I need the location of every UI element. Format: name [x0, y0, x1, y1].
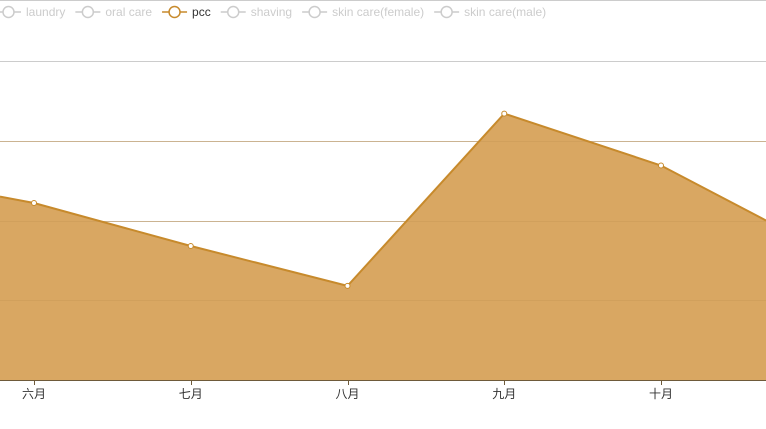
legend-label: laundry — [26, 5, 65, 19]
data-point[interactable] — [31, 199, 37, 206]
legend-circle-marker — [81, 5, 95, 19]
x-tick-label: 八月 — [335, 387, 359, 401]
legend-label: skin care(female) — [332, 5, 424, 19]
x-axis: 六月 七月 八月 九月 十月 — [0, 380, 766, 401]
legend-circle-marker — [308, 5, 321, 19]
legend-label: shaving — [251, 5, 292, 19]
legend-item[interactable]: oral care — [75, 5, 152, 19]
legend-circle-marker — [2, 5, 15, 19]
x-tick-label: 九月 — [492, 387, 516, 401]
data-point[interactable] — [501, 110, 508, 117]
legend-item[interactable]: laundry — [0, 5, 65, 19]
legend-item[interactable]: pcc — [162, 5, 211, 19]
data-point[interactable] — [187, 243, 194, 250]
legend-circle-marker — [440, 5, 453, 19]
legend-item[interactable]: skin care(female) — [302, 5, 424, 19]
legend-circle-marker — [226, 5, 240, 19]
series-area-layer — [0, 110, 766, 380]
x-tick-label: 十月 — [649, 387, 673, 401]
legend-label: skin care(male) — [464, 5, 546, 19]
x-tick-label: 六月 — [22, 387, 46, 401]
legend: laundry oral care pcc shaving skin care(fema… — [0, 5, 546, 19]
legend-item[interactable]: skin care(male) — [434, 5, 546, 19]
series-area-pcc — [0, 113, 766, 380]
legend-label: oral care — [105, 5, 152, 19]
legend-label: pcc — [192, 5, 211, 19]
legend-item[interactable]: shaving — [220, 5, 292, 19]
data-point[interactable] — [658, 162, 664, 169]
legend-circle-marker — [168, 5, 181, 19]
data-point[interactable] — [344, 282, 351, 289]
x-tick-label: 七月 — [179, 387, 203, 401]
